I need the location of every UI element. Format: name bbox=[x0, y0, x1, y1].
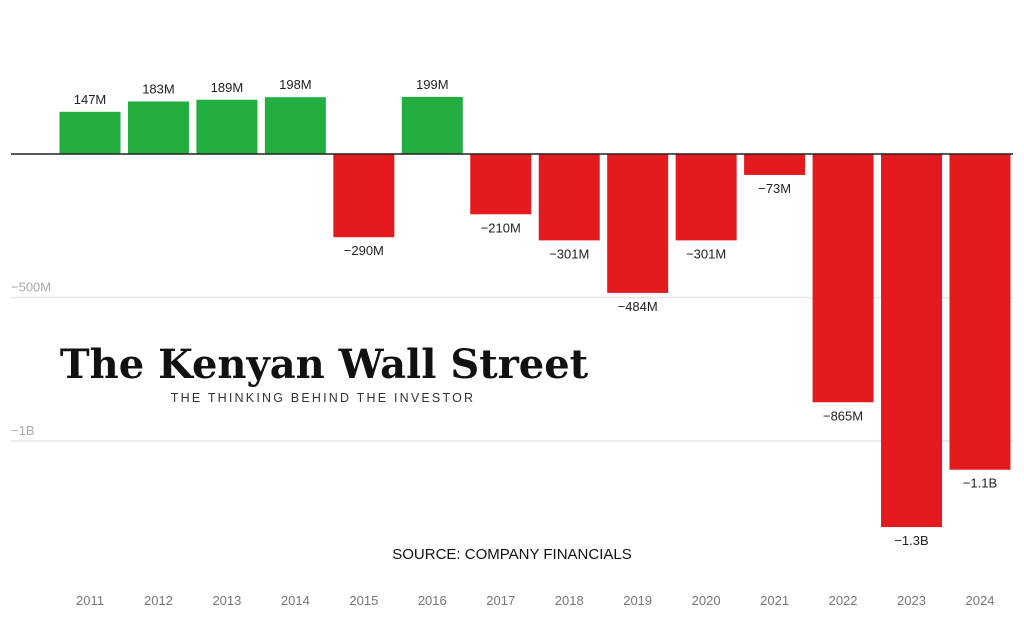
data-label: 198M bbox=[279, 77, 312, 92]
source-note: SOURCE: COMPANY FINANCIALS bbox=[392, 546, 632, 563]
x-tick-label: 2015 bbox=[349, 593, 378, 608]
data-label: −290M bbox=[344, 243, 384, 258]
bar-2020 bbox=[675, 154, 737, 241]
data-label: 147M bbox=[74, 92, 107, 107]
data-label: −73M bbox=[758, 181, 791, 196]
x-tick-label: 2018 bbox=[555, 593, 584, 608]
x-tick-label: 2013 bbox=[212, 593, 241, 608]
watermark-title: The Kenyan Wall Street bbox=[60, 341, 589, 388]
bar-2018 bbox=[538, 154, 600, 241]
bar-2022 bbox=[812, 154, 874, 403]
bar-2014 bbox=[264, 97, 326, 154]
y-tick-label: −500M bbox=[11, 280, 51, 295]
bar-2013 bbox=[196, 99, 258, 154]
data-label: 189M bbox=[211, 80, 244, 95]
data-label: −210M bbox=[481, 220, 521, 235]
x-tick-label: 2012 bbox=[144, 593, 173, 608]
bar-2024 bbox=[949, 154, 1011, 470]
x-tick-label: 2022 bbox=[829, 593, 858, 608]
x-tick-label: 2017 bbox=[486, 593, 515, 608]
data-label: −1.1B bbox=[963, 476, 997, 491]
bar-2011 bbox=[59, 111, 121, 154]
bar-2023 bbox=[881, 154, 943, 528]
watermark-logo: The Kenyan Wall Street THE THINKING BEHI… bbox=[60, 341, 589, 405]
data-label: −301M bbox=[549, 246, 589, 261]
x-tick-label: 2014 bbox=[281, 593, 310, 608]
x-tick-label: 2016 bbox=[418, 593, 447, 608]
x-tick-label: 2019 bbox=[623, 593, 652, 608]
x-tick-label: 2011 bbox=[76, 593, 104, 608]
bar-2017 bbox=[470, 154, 532, 215]
bar-2016 bbox=[401, 96, 463, 154]
data-label: −484M bbox=[618, 299, 658, 314]
y-tick-label: −1B bbox=[11, 423, 35, 438]
watermark-tagline: THE THINKING BEHIND THE INVESTOR bbox=[171, 391, 475, 405]
data-label: 183M bbox=[142, 81, 175, 96]
data-label: 199M bbox=[416, 77, 449, 92]
x-tick-label: 2020 bbox=[692, 593, 721, 608]
x-tick-label: 2023 bbox=[897, 593, 926, 608]
data-label: −865M bbox=[823, 408, 863, 423]
data-label: −301M bbox=[686, 246, 726, 261]
bar-2015 bbox=[333, 154, 395, 238]
x-tick-label: 2024 bbox=[966, 593, 995, 608]
bar-2019 bbox=[607, 154, 669, 293]
data-label: −1.3B bbox=[894, 533, 928, 548]
x-tick-label: 2021 bbox=[760, 593, 789, 608]
bar-2012 bbox=[127, 101, 189, 154]
bar-2021 bbox=[744, 154, 806, 175]
